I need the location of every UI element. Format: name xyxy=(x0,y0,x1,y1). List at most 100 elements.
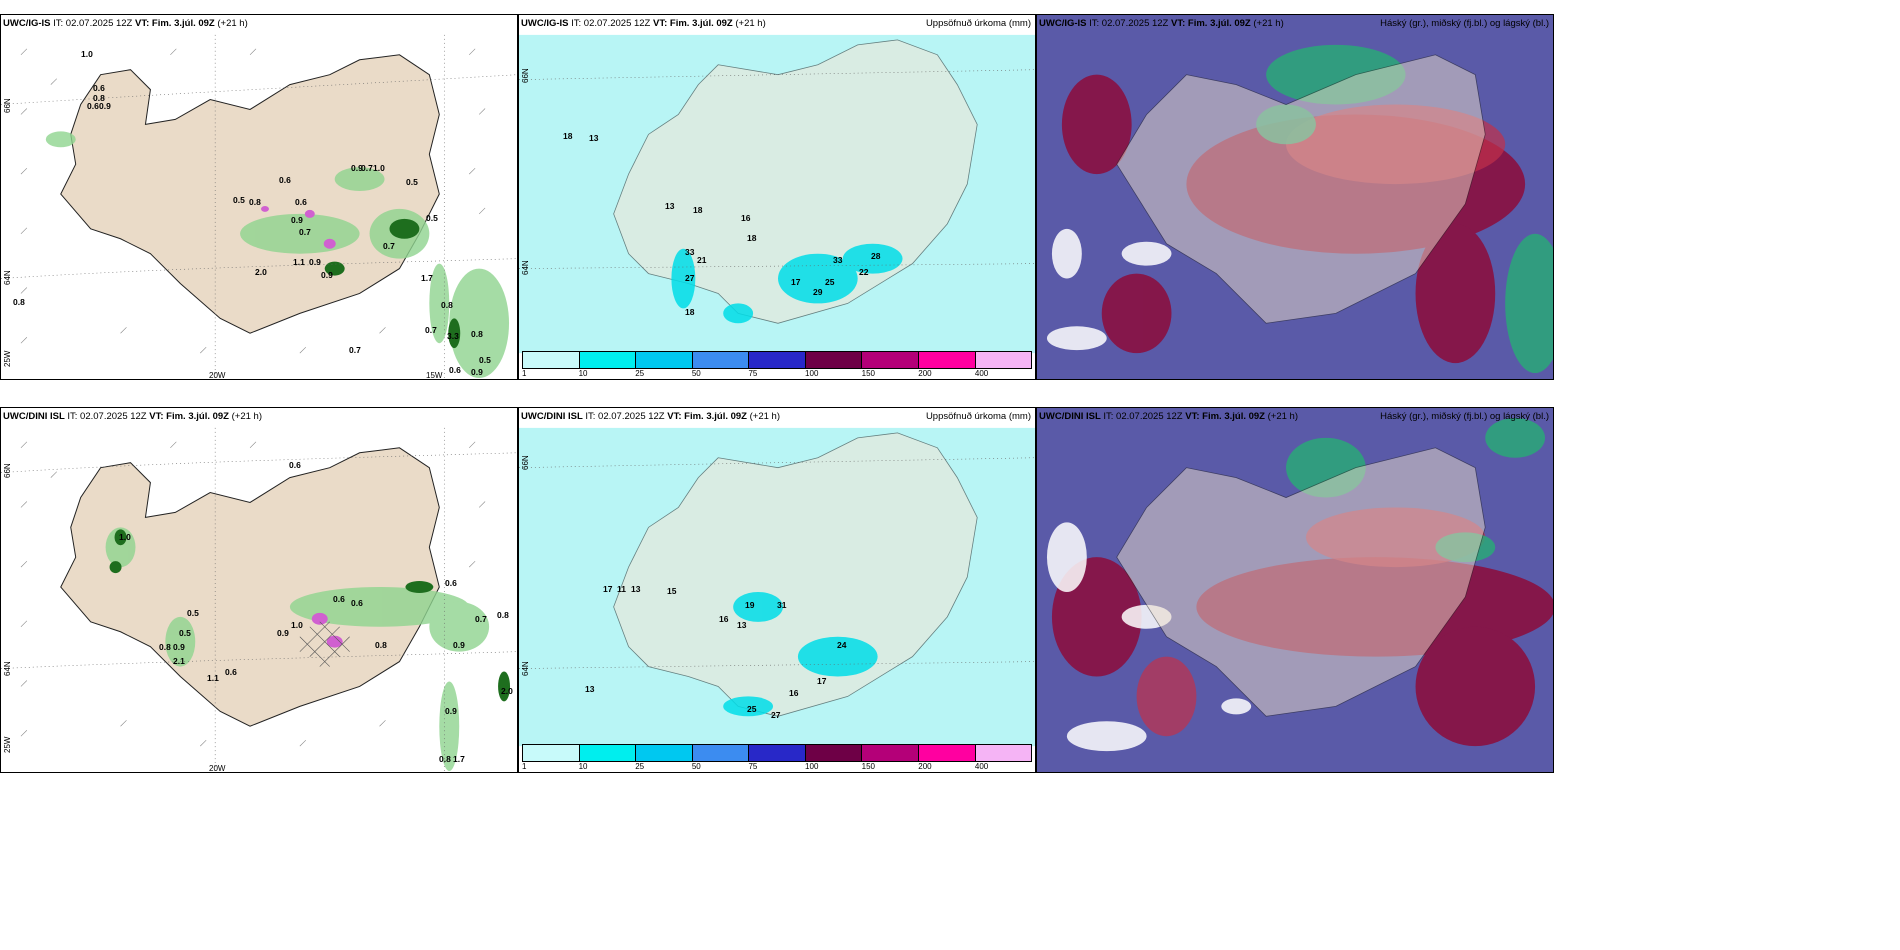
accum-label: 29 xyxy=(813,287,823,297)
init-time: IT: 02.07.2025 12Z xyxy=(571,18,651,29)
precip-label: 0.5 xyxy=(233,195,245,205)
precip-magenta-cores xyxy=(311,612,343,648)
accum-cyan-areas xyxy=(723,591,878,717)
accum-label: 21 xyxy=(697,255,707,265)
colorbar-swatch xyxy=(579,352,637,368)
precip-label: 2.0 xyxy=(501,686,513,696)
precip-label: 2.0 xyxy=(255,267,267,277)
colorbar: 1 10 25 50 75 100 150 200 400 xyxy=(522,351,1032,379)
precip-label: 0.8 xyxy=(375,640,387,650)
colorbar-tick: 200 xyxy=(918,762,932,771)
hatched-area xyxy=(299,621,350,667)
clear-areas xyxy=(1046,228,1172,351)
accum-label: 16 xyxy=(719,614,729,624)
map-ig-accum xyxy=(519,34,1035,354)
accum-label: 16 xyxy=(741,213,751,223)
precip-label: 1.7 xyxy=(453,754,465,764)
lat-label-25w: 25W xyxy=(3,350,12,367)
colorbar-tick: 50 xyxy=(691,369,701,378)
colorbar-swatch xyxy=(692,745,750,761)
panel-field-title: Uppsöfnuð úrkoma (mm) xyxy=(925,18,1031,29)
lat-label-64: 64N xyxy=(3,270,12,285)
colorbar: 1 10 25 50 75 100 150 200 400 xyxy=(522,744,1032,771)
colorbar-ticks: 1 10 25 50 75 100 150 200 400 xyxy=(522,369,1032,379)
precip-label: 0.6 xyxy=(333,594,345,604)
colorbar-tick: 1 xyxy=(522,762,527,771)
colorbar-swatch xyxy=(805,352,863,368)
lat-label-66: 66N xyxy=(521,455,530,470)
lat-label-66: 66N xyxy=(3,463,12,478)
colorbar-tick: 150 xyxy=(861,369,876,378)
accum-label: 16 xyxy=(789,688,799,698)
precip-label: 0.8 xyxy=(471,329,483,339)
precip-label: 0.9 xyxy=(453,640,465,650)
iceland-outline xyxy=(1116,54,1486,324)
accum-label: 17 xyxy=(791,277,801,287)
colorbar-swatch xyxy=(918,352,976,368)
precip-label: 0.9 xyxy=(309,257,321,267)
lead-time: (+21 h) xyxy=(749,411,780,422)
panel-title: UWC/IG-IS IT: 02.07.2025 12Z VT: Fim. 3.… xyxy=(521,18,766,29)
precip-label: 1.1 xyxy=(207,673,219,683)
model-name: UWC/IG-IS xyxy=(521,18,569,29)
accum-label: 13 xyxy=(589,133,599,143)
precip-label: 0.6 xyxy=(295,197,307,207)
precip-label: 0.9 xyxy=(277,628,289,638)
colorbar-swatch xyxy=(579,745,637,761)
valid-time: VT: Fim. 3.júl. 09Z xyxy=(135,18,215,29)
precip-label: 0.6 xyxy=(225,667,237,677)
accum-label: 18 xyxy=(685,307,695,317)
precip-label: 0.7 xyxy=(299,227,311,237)
lat-label-64: 64N xyxy=(521,661,530,676)
precip-label: 0.9 xyxy=(99,101,111,111)
accum-label: 27 xyxy=(771,710,781,720)
colorbar-swatch xyxy=(636,745,693,761)
precip-label: 0.9 xyxy=(445,706,457,716)
wind-barbs xyxy=(20,441,486,747)
panel-ig-cloud: UWC/IG-IS IT: 02.07.2025 12Z VT: Fim. 3.… xyxy=(1036,14,1554,380)
colorbar-tick: 75 xyxy=(748,762,758,771)
colorbar-tick: 50 xyxy=(691,762,701,771)
precip-label: 0.7 xyxy=(349,345,361,355)
colorbar-tick: 75 xyxy=(748,369,758,378)
precip-label: 1.0 xyxy=(373,163,385,173)
wind-barbs xyxy=(20,48,486,354)
precip-label: 0.5 xyxy=(426,213,438,223)
colorbar-swatch xyxy=(975,745,1032,761)
init-time: IT: 02.07.2025 12Z xyxy=(1103,411,1183,422)
precip-label: 0.8 xyxy=(93,93,105,103)
precip-label: 0.5 xyxy=(187,608,199,618)
colorbar-tick: 200 xyxy=(918,369,932,378)
precip-green-areas xyxy=(45,131,510,379)
precip-dark-cores xyxy=(324,218,461,349)
colorbar-swatch xyxy=(749,352,806,368)
accum-label: 13 xyxy=(737,620,747,630)
model-name: UWC/DINI ISL xyxy=(3,411,65,422)
colorbar-swatch xyxy=(636,352,693,368)
precip-label: 0.6 xyxy=(87,101,99,111)
lead-time: (+21 h) xyxy=(217,18,248,29)
panel-field-title: Háský (gr.), miðský (fj.bl.) og lágský (… xyxy=(1380,411,1549,422)
colorbar-tick: 10 xyxy=(578,369,588,378)
accum-label: 17 xyxy=(603,584,613,594)
accum-label: 18 xyxy=(747,233,757,243)
model-name: UWC/IG-IS xyxy=(1039,18,1087,29)
colorbar-swatch xyxy=(805,745,863,761)
init-time: IT: 02.07.2025 12Z xyxy=(585,411,665,422)
accum-label: 13 xyxy=(631,584,641,594)
graticule xyxy=(1,427,517,772)
accum-cyan-areas xyxy=(671,243,903,324)
lead-time: (+21 h) xyxy=(735,18,766,29)
accum-label: 25 xyxy=(747,704,757,714)
colorbar-tick: 400 xyxy=(974,762,989,771)
map-ig-cloud xyxy=(1037,15,1553,379)
lat-label-25w: 25W xyxy=(3,736,12,753)
precip-label: 1.0 xyxy=(81,49,93,59)
panel-field-title: Háský (gr.), miðský (fj.bl.) og lágský (… xyxy=(1380,18,1549,29)
precip-label: 0.8 xyxy=(159,642,171,652)
lon-label-20w: 20W xyxy=(209,764,226,773)
precip-label: 0.8 xyxy=(441,300,453,310)
accum-label: 31 xyxy=(777,600,787,610)
valid-time: VT: Fim. 3.júl. 09Z xyxy=(667,411,747,422)
colorbar-swatch xyxy=(975,352,1032,368)
